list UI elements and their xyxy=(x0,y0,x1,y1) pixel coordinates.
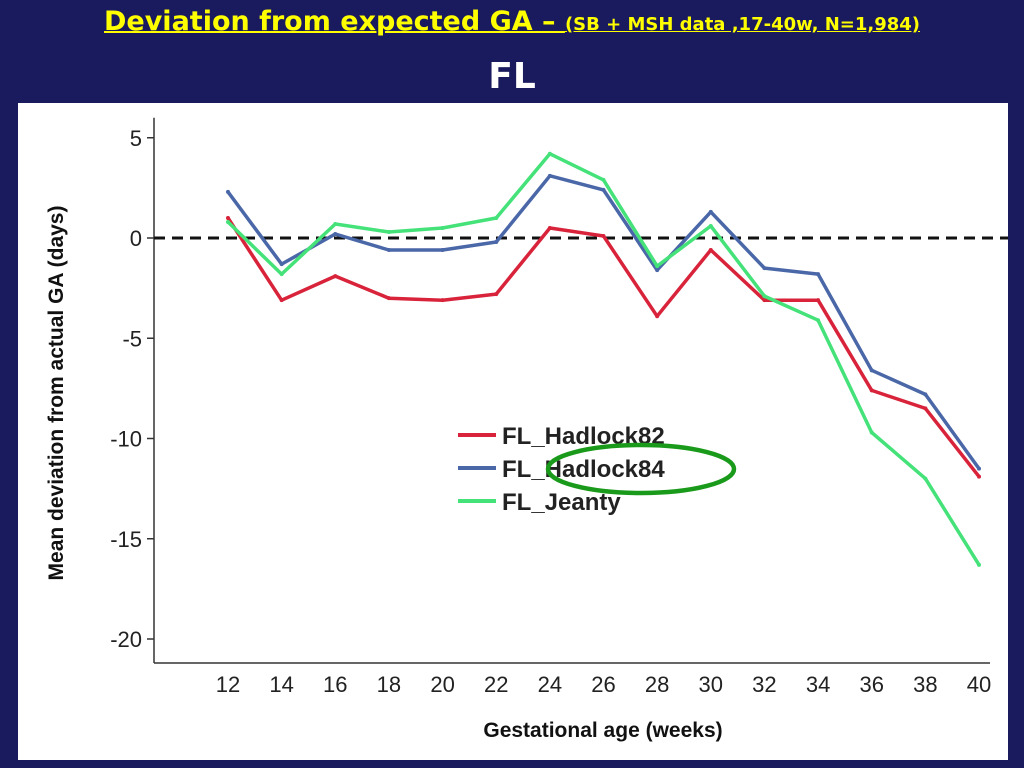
data-point-fl-jeanty xyxy=(333,221,338,226)
x-tick-label: 32 xyxy=(752,672,776,697)
data-point-fl-hadlock82 xyxy=(977,474,981,479)
x-tick-label: 26 xyxy=(591,672,615,697)
data-point-fl-jeanty xyxy=(494,215,499,220)
data-point-fl-hadlock84 xyxy=(494,240,499,245)
data-point-fl-hadlock84 xyxy=(869,368,874,373)
x-tick-label: 22 xyxy=(484,672,508,697)
slide-title: Deviation from expected GA – (SB + MSH d… xyxy=(0,6,1024,37)
data-point-fl-jeanty xyxy=(655,264,660,269)
data-point-fl-hadlock82 xyxy=(333,274,338,279)
data-point-fl-hadlock84 xyxy=(816,272,821,277)
y-tick-label: 5 xyxy=(130,126,142,151)
legend-label-fl-jeanty: FL_Jeanty xyxy=(502,489,621,516)
data-point-fl-jeanty xyxy=(279,272,284,277)
x-tick-label: 34 xyxy=(806,672,830,697)
data-point-fl-hadlock84 xyxy=(440,248,445,253)
x-tick-label: 28 xyxy=(645,672,669,697)
data-point-fl-jeanty xyxy=(762,294,767,299)
data-point-fl-hadlock84 xyxy=(386,248,391,253)
slide-subtitle: FL xyxy=(488,56,536,97)
data-point-fl-hadlock84 xyxy=(547,173,552,178)
x-tick-label: 36 xyxy=(859,672,883,697)
data-point-fl-hadlock82 xyxy=(708,248,713,253)
x-tick-label: 20 xyxy=(430,672,454,697)
data-point-fl-jeanty xyxy=(226,219,230,224)
data-point-fl-hadlock82 xyxy=(869,388,874,393)
slide-title-main: Deviation from expected GA – xyxy=(103,6,565,37)
chart-panel: 5 0 -5 -10 -15 -20 12 14 16 18 20 22 24 26 28 30 32 34 36 3… xyxy=(18,103,1008,760)
data-point-fl-jeanty xyxy=(816,318,821,323)
data-point-fl-jeanty xyxy=(923,476,928,481)
data-point-fl-hadlock84 xyxy=(977,466,981,471)
chart-axes xyxy=(153,117,990,664)
y-axis-label: Mean deviation from actual GA (days) xyxy=(45,206,68,581)
data-point-fl-hadlock84 xyxy=(601,187,606,192)
data-point-fl-hadlock82 xyxy=(923,406,928,411)
data-point-fl-jeanty xyxy=(869,430,874,435)
chart-series-lines xyxy=(154,151,1008,567)
data-point-fl-hadlock82 xyxy=(655,314,660,319)
y-tick-label: -5 xyxy=(122,326,142,351)
data-point-fl-hadlock84 xyxy=(923,392,928,397)
x-tick-label: 18 xyxy=(377,672,401,697)
x-tick-label: 30 xyxy=(699,672,723,697)
highlight-ellipse xyxy=(545,442,737,496)
data-point-fl-jeanty xyxy=(440,225,445,230)
legend-label-fl-hadlock84: FL_Hadlock84 xyxy=(502,456,665,483)
data-point-fl-hadlock82 xyxy=(279,298,284,303)
y-tick-label: 0 xyxy=(130,226,142,251)
y-tick-label: -20 xyxy=(110,627,142,652)
x-axis-label: Gestational age (weeks) xyxy=(483,719,722,742)
x-tick-label: 12 xyxy=(216,672,240,697)
data-point-fl-hadlock82 xyxy=(816,298,821,303)
data-point-fl-hadlock82 xyxy=(386,296,391,301)
y-tick-label: -10 xyxy=(110,427,142,452)
data-point-fl-hadlock82 xyxy=(440,298,445,303)
x-tick-label: 14 xyxy=(269,672,293,697)
data-point-fl-jeanty xyxy=(547,151,552,156)
data-point-fl-jeanty xyxy=(386,229,391,234)
chart-ticks: 5 0 -5 -10 -15 -20 12 14 16 18 20 22 24 26 28 30 32 34 36 3… xyxy=(110,126,991,697)
data-point-fl-hadlock84 xyxy=(708,209,713,214)
line-chart: 5 0 -5 -10 -15 -20 12 14 16 18 20 22 24 26 28 30 32 34 36 3… xyxy=(45,117,1008,742)
data-point-fl-hadlock82 xyxy=(762,298,767,303)
data-point-fl-jeanty xyxy=(601,177,606,182)
data-point-fl-hadlock84 xyxy=(226,189,230,194)
data-point-fl-jeanty xyxy=(708,223,713,228)
data-point-fl-hadlock82 xyxy=(494,292,499,297)
data-point-fl-hadlock82 xyxy=(547,225,552,230)
x-tick-label: 40 xyxy=(967,672,991,697)
data-point-fl-hadlock84 xyxy=(279,262,284,267)
data-point-fl-jeanty xyxy=(977,562,981,567)
data-point-fl-hadlock84 xyxy=(762,266,767,271)
data-point-fl-hadlock82 xyxy=(226,215,230,220)
slide-title-sub: (SB + MSH data ,17-40w, N=1,984) xyxy=(564,14,921,35)
data-point-fl-hadlock82 xyxy=(601,233,606,238)
y-tick-label: -15 xyxy=(110,527,142,552)
x-tick-label: 16 xyxy=(323,672,347,697)
data-point-fl-hadlock84 xyxy=(333,231,338,236)
x-tick-label: 24 xyxy=(538,672,562,697)
x-tick-label: 38 xyxy=(913,672,937,697)
data-point-fl-hadlock84 xyxy=(655,268,660,273)
